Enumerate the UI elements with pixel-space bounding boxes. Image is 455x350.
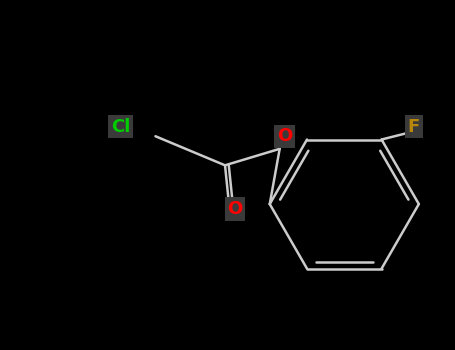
Text: F: F (408, 118, 420, 135)
Text: Cl: Cl (111, 118, 130, 135)
Text: O: O (228, 200, 243, 218)
Text: O: O (277, 127, 292, 145)
